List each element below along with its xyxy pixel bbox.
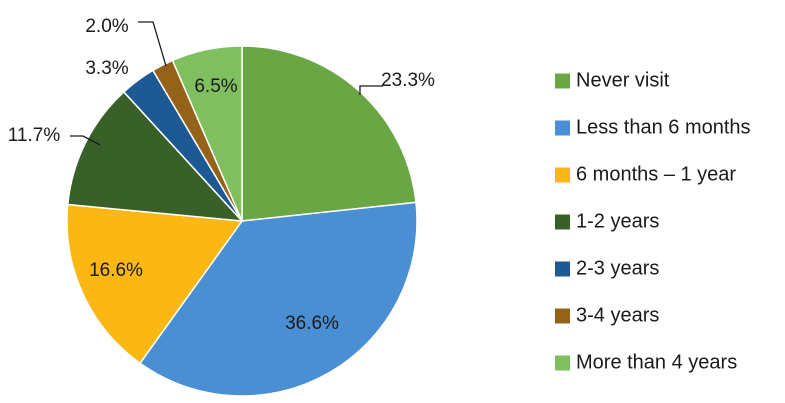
legend-swatch-3-4-years [555,308,570,324]
data-label-never-visit: 23.3% [381,70,435,91]
data-label-3-4-years: 2.0% [85,16,128,37]
data-label-less-than-6-months: 36.6% [285,313,339,334]
data-label-1-2-years: 11.7% [8,125,61,146]
leader-line-3-4-years [138,21,167,67]
legend: Never visit Less than 6 months 6 months – … [555,69,751,373]
data-label-more-than-4-years: 6.5% [194,76,237,97]
legend-label-more-than-4-years: More than 4 years [576,351,737,373]
pie-slice-never-visit [241,45,417,222]
pie-slices [66,45,418,397]
legend-label-less-than-6-months: Less than 6 months [576,116,751,138]
legend-label-6-months-1-year: 6 months – 1 year [576,163,736,185]
data-label-6-months-1-year: 16.6% [89,260,143,281]
leader-line-1-2-years [70,135,101,146]
legend-label-2-3-years: 2-3 years [576,257,659,279]
pie-slice-1-2-years [66,90,244,222]
pie-slice-more-than-4-years [171,45,243,222]
pie-slice-less-than-6-months [138,201,418,397]
data-labels: 23.3% 36.6% 16.6% 11.7% 3.3% 2.0% 6.5% [8,16,435,334]
legend-label-1-2-years: 1-2 years [576,210,659,232]
legend-swatch-never-visit [555,73,570,89]
legend-swatch-less-than-6-months [555,120,570,136]
pie-slice-6-months-1-year [66,203,244,365]
leader-lines [70,21,383,146]
data-label-2-3-years: 3.3% [85,58,128,79]
legend-swatch-1-2-years [555,214,570,230]
legend-swatch-more-than-4-years [555,355,570,371]
legend-label-never-visit: Never visit [576,69,670,91]
leader-line-never-visit [359,85,383,95]
legend-swatch-2-3-years [555,261,570,277]
legend-label-3-4-years: 3-4 years [576,304,659,326]
legend-swatch-6-months-1-year [555,167,570,183]
